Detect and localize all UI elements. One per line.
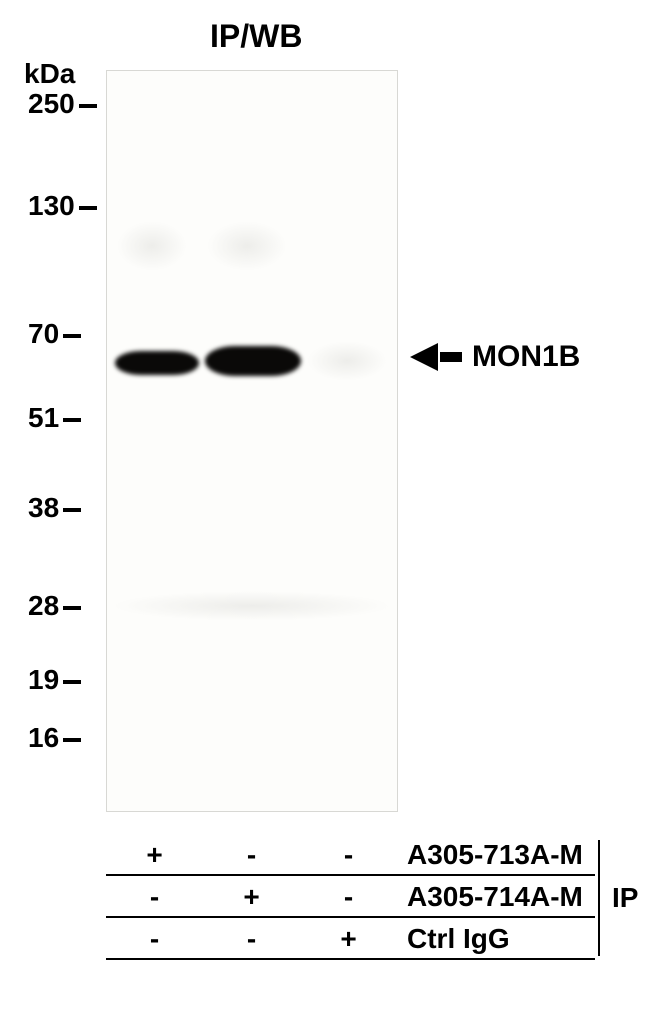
blot-figure: IP/WB kDa 250130705138281916 MON1B +--A3… [0, 0, 650, 1014]
mw-marker-tick [63, 418, 81, 422]
mw-marker-tick [63, 680, 81, 684]
blot-smudge [112, 591, 392, 621]
mw-marker-tick [63, 738, 81, 742]
mw-marker: 250 [28, 88, 97, 120]
blot-membrane [106, 70, 398, 812]
arrow-left-icon [410, 343, 438, 371]
ip-cell: - [106, 923, 203, 955]
mw-marker-value: 51 [28, 402, 59, 433]
table-rule [106, 916, 595, 918]
ip-row: --+Ctrl IgG [106, 918, 583, 960]
protein-band [115, 351, 199, 375]
mw-marker-value: 19 [28, 664, 59, 695]
table-rule [106, 958, 595, 960]
mw-marker-tick [63, 508, 81, 512]
ip-bracket-line [598, 840, 600, 956]
mw-marker-value: 38 [28, 492, 59, 523]
ip-bracket-label: IP [612, 882, 638, 914]
mw-marker: 16 [28, 722, 81, 754]
y-axis-unit-label: kDa [24, 58, 75, 90]
ip-cell: - [300, 881, 397, 913]
ip-cell: - [203, 839, 300, 871]
ip-cell: + [203, 881, 300, 913]
protein-band [205, 346, 301, 376]
protein-name: MON1B [472, 340, 580, 374]
mw-marker-value: 16 [28, 722, 59, 753]
mw-marker: 38 [28, 492, 81, 524]
figure-title: IP/WB [210, 18, 302, 55]
mw-marker-value: 28 [28, 590, 59, 621]
arrow-stem [440, 352, 462, 362]
ip-row-label: Ctrl IgG [407, 923, 510, 955]
ip-row: -+-A305-714A-M [106, 876, 583, 918]
mw-marker: 70 [28, 318, 81, 350]
ip-cell: - [203, 923, 300, 955]
ip-cell: + [106, 839, 203, 871]
mw-marker: 28 [28, 590, 81, 622]
mw-marker-value: 250 [28, 88, 75, 119]
ip-cell: - [300, 839, 397, 871]
ip-condition-table: +--A305-713A-M-+-A305-714A-M--+Ctrl IgG [106, 834, 583, 960]
ip-row-label: A305-714A-M [407, 881, 583, 913]
mw-marker: 130 [28, 190, 97, 222]
ip-row: +--A305-713A-M [106, 834, 583, 876]
mw-marker-value: 70 [28, 318, 59, 349]
blot-smudge [117, 221, 187, 271]
mw-marker-value: 130 [28, 190, 75, 221]
blot-smudge [207, 221, 287, 271]
ip-cell: - [106, 881, 203, 913]
blot-smudge [307, 341, 387, 381]
mw-marker-tick [63, 334, 81, 338]
ip-cell: + [300, 923, 397, 955]
ip-row-label: A305-713A-M [407, 839, 583, 871]
protein-arrow-label: MON1B [410, 340, 580, 374]
mw-marker-tick [79, 104, 97, 108]
mw-marker-tick [79, 206, 97, 210]
mw-marker: 51 [28, 402, 81, 434]
mw-marker-tick [63, 606, 81, 610]
mw-marker: 19 [28, 664, 81, 696]
table-rule [106, 874, 595, 876]
